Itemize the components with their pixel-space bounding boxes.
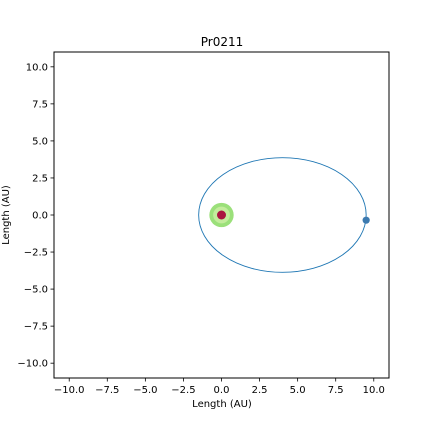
y-axis-ticks: −10.0 −7.5 −5.0 −2.5 0.0 2.5 5.0 7.5 10.0 [17, 62, 54, 369]
y-tick-label: −10.0 [17, 359, 48, 370]
star-marker [217, 211, 226, 220]
chart-title: Pr0211 [201, 35, 244, 49]
x-tick-label: 0.0 [214, 385, 230, 396]
y-tick-label: −2.5 [24, 248, 48, 259]
x-tick-label: 2.5 [252, 385, 268, 396]
x-axis-label: Length (AU) [192, 399, 252, 410]
x-tick-label: −2.5 [171, 385, 195, 396]
x-tick-label: −10.0 [54, 385, 85, 396]
x-tick-label: 5.0 [290, 385, 306, 396]
y-tick-label: 0.0 [32, 211, 48, 222]
y-tick-label: −7.5 [24, 322, 48, 333]
y-tick-label: 7.5 [32, 99, 48, 110]
plot-area [199, 158, 370, 273]
y-tick-label: 2.5 [32, 173, 48, 184]
planet-marker [363, 217, 370, 224]
x-axis-ticks: −10.0 −7.5 −5.0 −2.5 0.0 2.5 5.0 7.5 10.0 [54, 378, 385, 396]
y-axis-label: Length (AU) [1, 185, 12, 245]
x-tick-label: 7.5 [328, 385, 344, 396]
x-tick-label: −7.5 [95, 385, 119, 396]
x-tick-label: 10.0 [363, 385, 385, 396]
x-tick-label: −5.0 [133, 385, 157, 396]
y-tick-label: 10.0 [26, 62, 48, 73]
y-tick-label: 5.0 [32, 136, 48, 147]
y-tick-label: −5.0 [24, 285, 48, 296]
